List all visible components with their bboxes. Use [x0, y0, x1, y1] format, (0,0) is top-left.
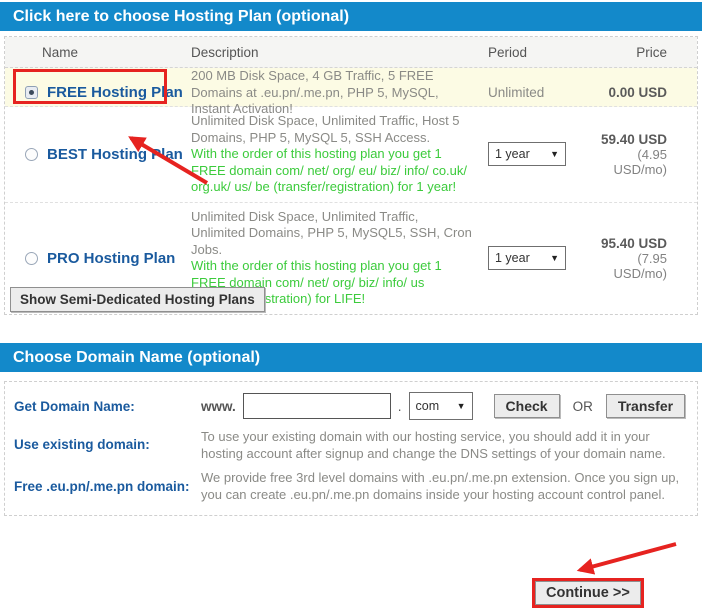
- get-domain-label: Get Domain Name:: [14, 398, 135, 414]
- plan-description: Unlimited Disk Space, Unlimited Traffic,…: [191, 113, 460, 145]
- free-domain-row: Free .eu.pn/.me.pn domain: We provide fr…: [5, 469, 697, 503]
- dropdown-arrow-icon: ▼: [550, 149, 559, 160]
- dropdown-arrow-icon: ▼: [550, 253, 559, 263]
- domain-name-input[interactable]: [242, 393, 391, 419]
- annotation-highlight-box: [13, 69, 167, 104]
- period-select-value: 1 year: [495, 251, 530, 265]
- or-text: OR: [572, 398, 593, 414]
- period-select[interactable]: 1 year ▼: [488, 142, 566, 167]
- table-header-row: Name Description Period Price: [5, 37, 697, 68]
- check-button[interactable]: Check: [493, 394, 560, 418]
- table-row-best-plan[interactable]: BEST Hosting Plan Unlimited Disk Space, …: [5, 107, 697, 203]
- free-domain-text: We provide free 3rd level domains with .…: [201, 470, 680, 502]
- column-header-price: Price: [636, 44, 667, 60]
- free-domain-label: Free .eu.pn/.me.pn domain:: [14, 478, 190, 494]
- annotation-highlight-box: Continue >>: [532, 578, 644, 608]
- continue-button[interactable]: Continue >>: [535, 581, 641, 605]
- use-existing-domain-row: Use existing domain: To use your existin…: [5, 428, 697, 462]
- plan-price: 0.00 USD: [608, 85, 667, 101]
- annotation-arrow-icon: [576, 542, 677, 575]
- transfer-button[interactable]: Transfer: [605, 394, 686, 418]
- plan-name: PRO Hosting Plan: [47, 249, 176, 267]
- tld-select-value: com: [415, 399, 440, 413]
- plan-price-monthly: (4.95 USD/mo): [613, 146, 667, 177]
- domain-dot-separator: .: [397, 398, 402, 414]
- plan-description: Unlimited Disk Space, Unlimited Traffic,…: [191, 208, 472, 257]
- domain-section-header: Choose Domain Name (optional): [0, 343, 702, 372]
- plan-price: 95.40 USD: [600, 235, 667, 251]
- hosting-section-header: Click here to choose Hosting Plan (optio…: [0, 2, 702, 31]
- get-domain-row: Get Domain Name: www. . com ▼ Check OR T…: [5, 392, 697, 420]
- period-select[interactable]: 1 year ▼: [488, 246, 566, 270]
- plan-price: 59.40 USD: [600, 131, 667, 147]
- column-header-period: Period: [488, 44, 528, 60]
- plan-description: 200 MB Disk Space, 4 GB Traffic, 5 FREE …: [191, 68, 439, 116]
- tld-select[interactable]: com ▼: [408, 392, 473, 420]
- plan-price-monthly: (7.95 USD/mo): [613, 250, 667, 281]
- www-prefix: www.: [201, 398, 236, 414]
- period-select-value: 1 year: [495, 147, 530, 162]
- column-header-description: Description: [191, 44, 259, 60]
- plan-name: FREE Hosting Plan: [47, 84, 183, 102]
- table-row-free-plan[interactable]: FREE Hosting Plan 200 MB Disk Space, 4 G…: [5, 68, 697, 116]
- plan-radio-pro[interactable]: [25, 251, 38, 265]
- plan-period: Unlimited: [488, 85, 545, 101]
- show-semi-dedicated-button[interactable]: Show Semi-Dedicated Hosting Plans: [10, 287, 265, 312]
- dropdown-arrow-icon: ▼: [456, 401, 466, 411]
- plan-promo-text: With the order of this hosting plan you …: [191, 258, 442, 306]
- column-header-name: Name: [42, 44, 79, 60]
- use-existing-text: To use your existing domain with our hos…: [201, 428, 666, 461]
- hosting-plans-table: Name Description Period Price FREE Hosti…: [4, 36, 698, 315]
- plan-radio-best[interactable]: [25, 147, 38, 161]
- plan-promo-text: With the order of this hosting plan you …: [191, 146, 468, 194]
- plan-radio-free[interactable]: [25, 86, 38, 100]
- plan-name: BEST Hosting Plan: [47, 145, 183, 163]
- use-existing-label: Use existing domain:: [14, 437, 150, 452]
- domain-table: Get Domain Name: www. . com ▼ Check OR T…: [4, 381, 698, 516]
